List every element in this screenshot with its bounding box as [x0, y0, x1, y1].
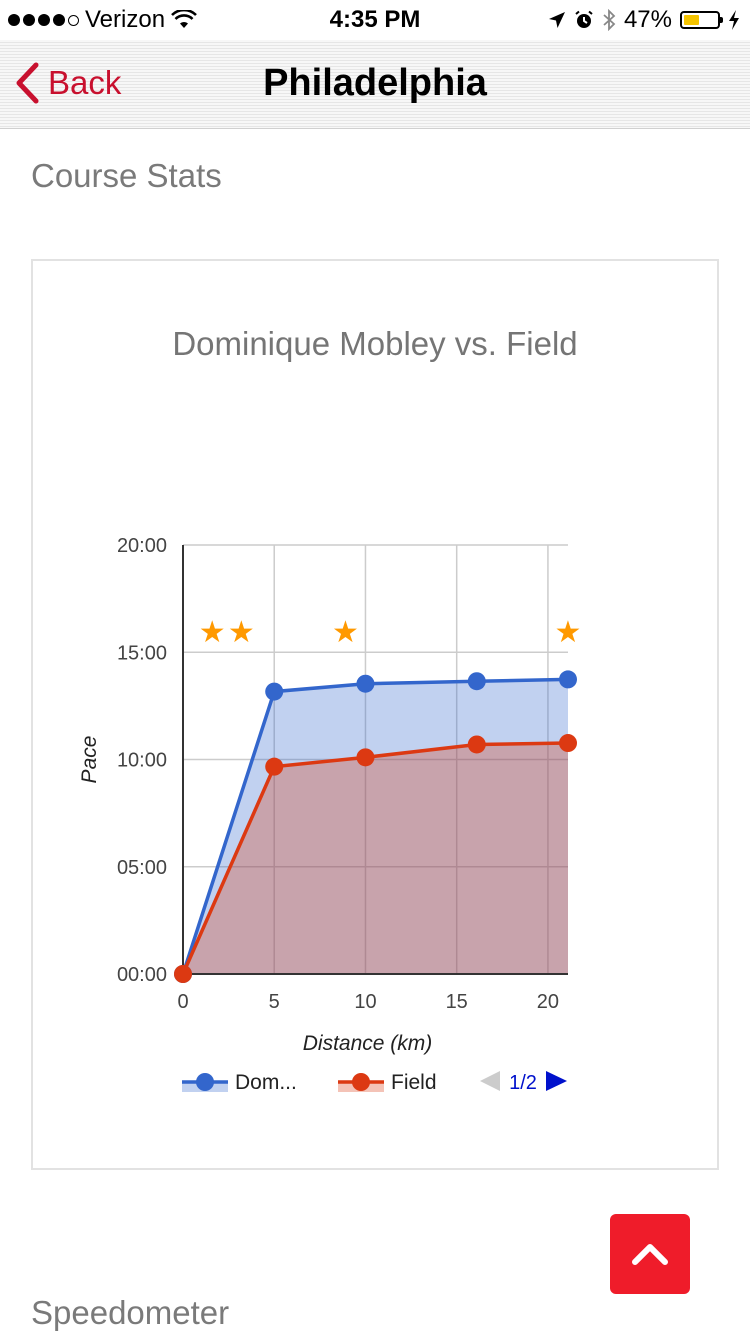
y-tick-label: 20:00 [117, 535, 167, 557]
wifi-icon [171, 10, 197, 28]
legend-label: Dom... [235, 1071, 297, 1094]
status-time: 4:35 PM [329, 6, 421, 33]
legend-page-indicator: 1/2 [509, 1072, 537, 1094]
battery-level [684, 15, 700, 25]
y-axis-title: Pace [78, 736, 101, 784]
chevron-up-icon [632, 1244, 668, 1265]
section-title-speedometer: Speedometer [31, 1294, 230, 1331]
legend-point-swatch [196, 1073, 214, 1091]
carrier-name: Verizon [85, 6, 166, 33]
battery-icon [680, 11, 723, 29]
legend-next-page-icon[interactable] [546, 1071, 567, 1091]
chart-card [31, 259, 719, 1170]
back-button[interactable]: Back [14, 62, 121, 104]
y-tick-label: 00:00 [117, 964, 167, 986]
star-icon: ★ [332, 615, 359, 650]
x-tick-label: 15 [446, 991, 468, 1013]
data-point [559, 670, 577, 689]
y-tick-label: 10:00 [117, 750, 167, 772]
section-title-course-stats: Course Stats [31, 157, 222, 194]
data-point [356, 674, 375, 693]
x-tick-label: 20 [537, 991, 559, 1013]
legend-label: Field [391, 1071, 437, 1094]
data-point [356, 748, 375, 767]
status-right: 47% [548, 6, 740, 34]
location-arrow-icon [548, 12, 565, 28]
chart-title: Dominique Mobley vs. Field [172, 325, 578, 362]
star-icon: ★ [228, 615, 255, 650]
status-left: Verizon [8, 6, 197, 34]
chevron-left-icon [16, 62, 39, 104]
scroll-to-top-button[interactable] [610, 1214, 690, 1294]
charging-bolt-icon [729, 10, 739, 30]
data-point [174, 965, 192, 983]
series-area [183, 679, 568, 974]
back-label: Back [48, 64, 122, 101]
alarm-clock-icon [575, 10, 593, 28]
legend-point-swatch [352, 1073, 370, 1091]
data-point [265, 682, 284, 701]
x-axis-title: Distance (km) [303, 1032, 433, 1055]
y-tick-label: 05:00 [117, 857, 167, 879]
x-tick-label: 5 [269, 991, 280, 1013]
x-tick-label: 0 [177, 991, 188, 1013]
battery-percent: 47% [623, 6, 672, 33]
navigation-bar: Back Philadelphia [0, 40, 750, 129]
x-tick-label: 10 [354, 991, 376, 1013]
page-title: Philadelphia [263, 62, 487, 104]
signal-strength-icon [8, 14, 79, 26]
data-point [559, 734, 577, 753]
star-icon: ★ [199, 615, 226, 650]
y-tick-label: 15:00 [117, 642, 167, 664]
data-point [265, 757, 284, 776]
legend-prev-page-icon[interactable] [480, 1071, 500, 1091]
bluetooth-icon [603, 9, 616, 31]
status-bar: Verizon 4:35 PM 47% [0, 0, 750, 40]
star-icon: ★ [555, 615, 582, 650]
data-point [467, 672, 486, 691]
series-area [183, 743, 568, 974]
data-point [467, 735, 486, 754]
